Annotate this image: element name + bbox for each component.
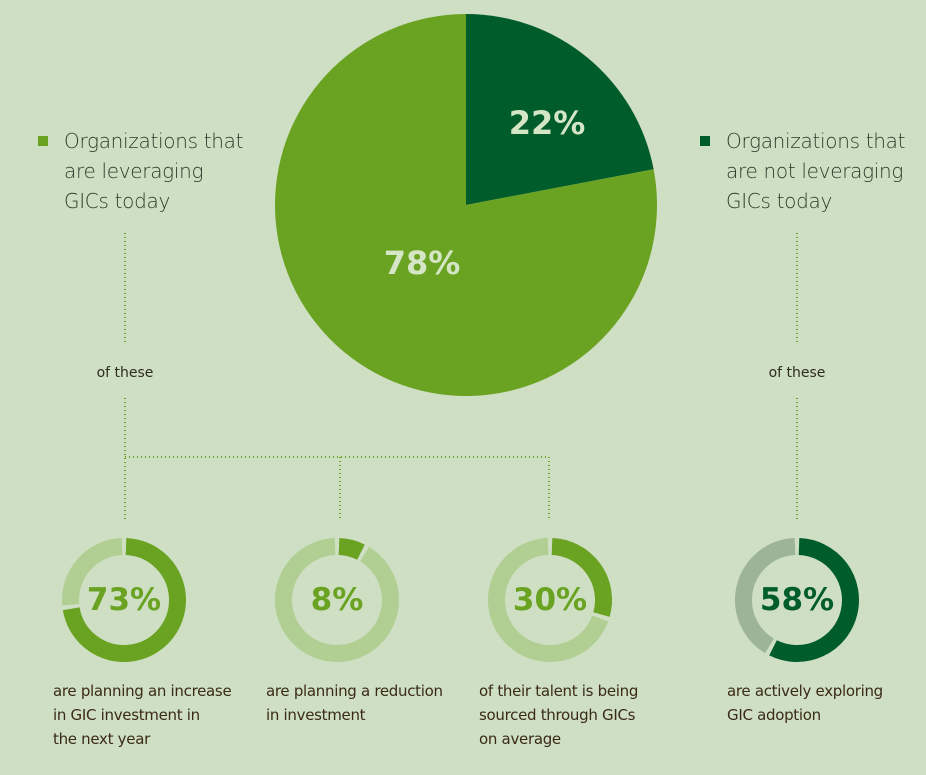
description-line: in investment: [266, 706, 366, 724]
legend-line: are not leveraging: [726, 159, 904, 183]
legend-line: GICs today: [64, 189, 171, 213]
pie-slice: [275, 14, 657, 396]
description-line: are actively exploring: [727, 682, 883, 700]
donut-value-arc: [551, 538, 612, 617]
donut-track: [735, 538, 796, 654]
donut-label: 73%: [86, 582, 162, 618]
donut-value-arc: [338, 538, 365, 560]
donut-track: [275, 538, 399, 662]
description-line: the next year: [53, 730, 150, 748]
description-line: in GIC investment in: [53, 706, 200, 724]
donut-track: [62, 538, 123, 606]
description: are actively exploring GIC adoption: [727, 679, 926, 727]
legend-not-leveraging: Organizations that are not leveraging GI…: [726, 126, 905, 216]
legend-leveraging: Organizations that are leveraging GICs t…: [64, 126, 243, 216]
of-these-right: of these: [768, 365, 826, 381]
description-line: GIC adoption: [727, 706, 821, 724]
legend-line: Organizations that: [64, 129, 244, 153]
description-line: are planning a reduction: [266, 682, 443, 700]
pie-label-not-leveraging: 22%: [508, 104, 586, 142]
donut-label: 58%: [759, 582, 835, 618]
description: are planning a reduction in investment: [266, 679, 466, 727]
description: of their talent is being sourced through…: [479, 679, 679, 751]
pie-label-leveraging: 78%: [383, 244, 461, 282]
legend-swatch-not-leveraging: [700, 136, 710, 146]
dotted-connectors: [124, 233, 798, 520]
main-pie: [275, 14, 657, 396]
donut-label: 30%: [512, 582, 588, 618]
donut-value-arc: [769, 538, 859, 662]
legend-swatch-leveraging: [38, 136, 48, 146]
donut-label: 8%: [310, 582, 364, 618]
legend-line: are leveraging: [64, 159, 204, 183]
donut-charts: [62, 538, 859, 662]
pie-slice: [466, 14, 654, 205]
description-line: are planning an increase: [53, 682, 232, 700]
description-line: of their talent is being: [479, 682, 639, 700]
description-line: on average: [479, 730, 561, 748]
donut-value-arc: [62, 538, 186, 662]
description-line: sourced through GICs: [479, 706, 636, 724]
legend-line: GICs today: [726, 189, 833, 213]
legend-line: Organizations that: [726, 129, 906, 153]
of-these-left: of these: [96, 365, 154, 381]
description: are planning an increase in GIC investme…: [53, 679, 253, 751]
donut-track: [488, 538, 609, 662]
